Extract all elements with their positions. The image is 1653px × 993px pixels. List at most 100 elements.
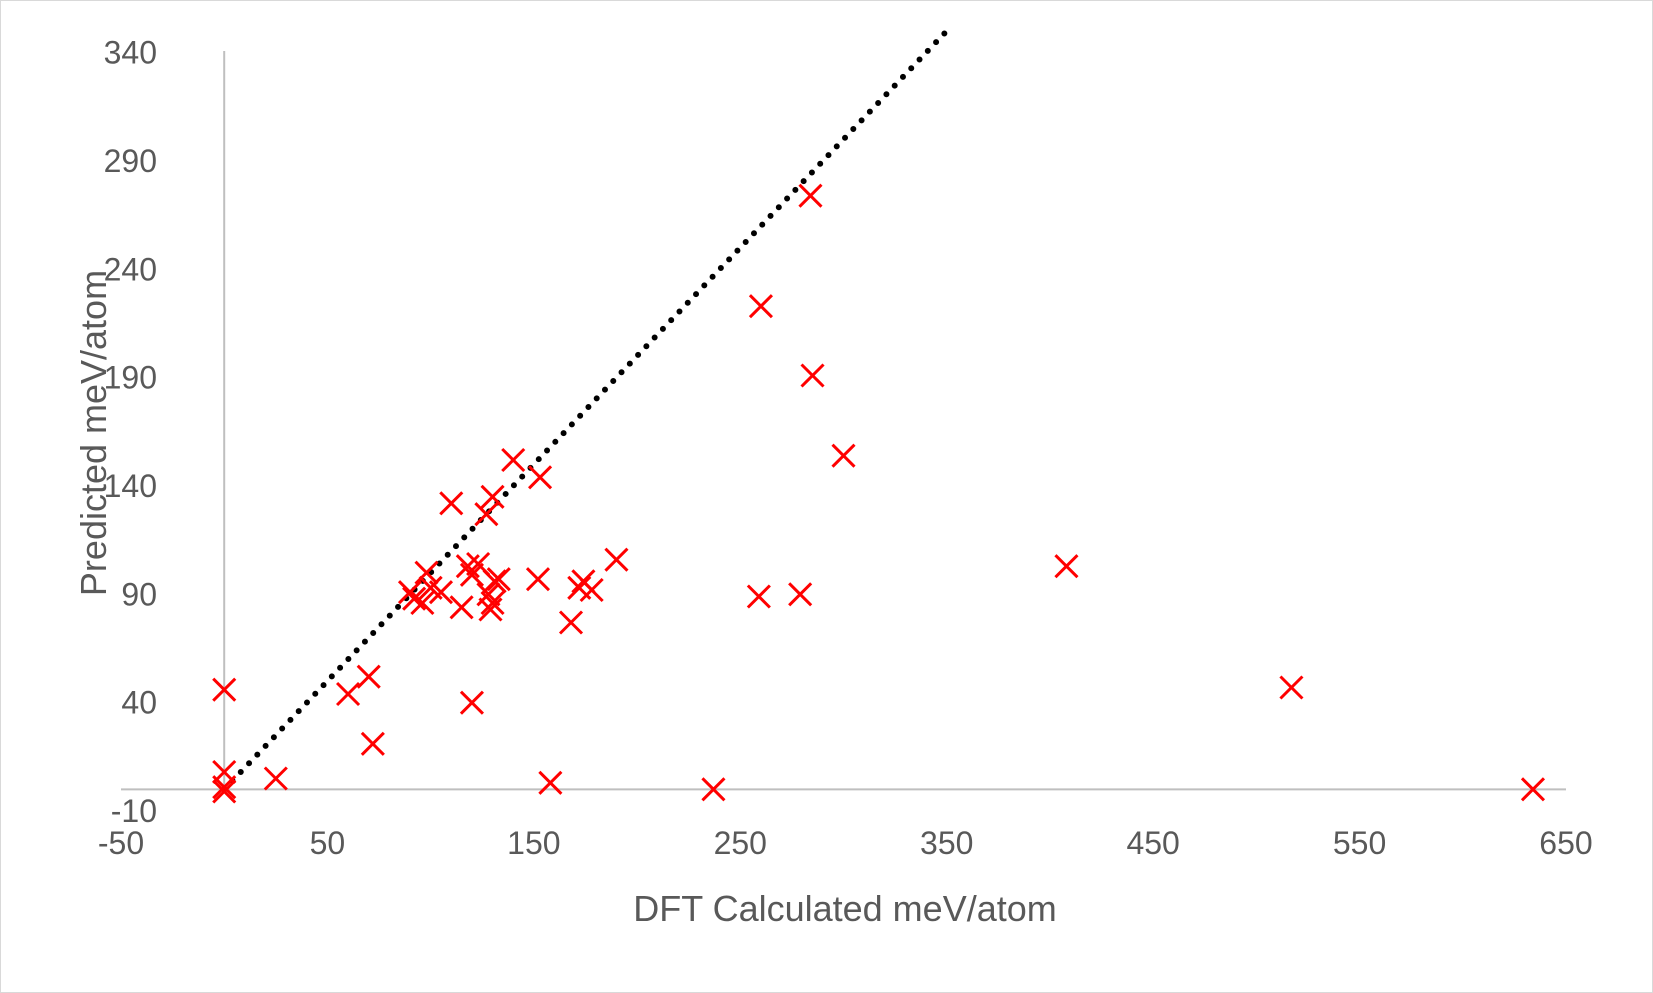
- axes: [121, 51, 1566, 791]
- data-point-stroke: [525, 567, 551, 592]
- x-tick-label: 150: [507, 825, 560, 861]
- data-point-stroke: [428, 580, 454, 605]
- data-point-stroke: [798, 183, 823, 208]
- data-point-stroke: [800, 363, 825, 388]
- data-point: [439, 491, 464, 516]
- data-point-stroke: [701, 777, 726, 802]
- data-point: [1520, 777, 1546, 802]
- data-point: [449, 595, 474, 620]
- x-tick-label: 250: [714, 825, 767, 861]
- data-point-stroke: [459, 562, 484, 587]
- data-point-stroke: [538, 770, 563, 795]
- data-point: [1279, 675, 1304, 700]
- x-tick-label: 650: [1539, 825, 1592, 861]
- y-tick-label: 240: [104, 251, 157, 287]
- data-point: [459, 562, 484, 587]
- data-point: [538, 770, 563, 795]
- data-point-stroke: [212, 779, 237, 804]
- reference-line: [221, 28, 950, 793]
- data-point: [212, 779, 237, 804]
- y-tick-label: 190: [104, 360, 157, 396]
- data-point-stroke: [336, 681, 361, 707]
- y-tick-label: -10: [111, 793, 157, 829]
- data-point: [212, 677, 237, 702]
- data-point: [604, 547, 629, 572]
- data-point-stroke: [449, 595, 474, 620]
- data-point-stroke: [212, 775, 237, 800]
- data-point: [1054, 554, 1079, 579]
- data-point: [480, 590, 505, 616]
- data-point-stroke: [501, 447, 526, 473]
- data-point-stroke: [604, 547, 629, 572]
- data-point-stroke: [360, 731, 385, 756]
- data-point-stroke: [356, 664, 381, 689]
- data-point-stroke: [1279, 675, 1304, 700]
- data-points: [212, 183, 1546, 804]
- data-point-stroke: [480, 590, 505, 616]
- y-axis-title: Predicted meV/atom: [73, 270, 114, 596]
- data-point: [428, 580, 454, 605]
- data-point: [748, 294, 773, 319]
- data-point: [486, 567, 511, 592]
- data-point-stroke: [263, 766, 288, 791]
- data-point: [788, 582, 813, 607]
- y-tick-label: 140: [104, 468, 157, 504]
- y-tick-label: 290: [104, 143, 157, 179]
- data-point: [410, 590, 435, 616]
- data-point: [579, 577, 604, 603]
- data-point-stroke: [455, 554, 480, 579]
- data-point-stroke: [1054, 554, 1079, 579]
- data-point-stroke: [567, 575, 592, 600]
- data-point: [360, 731, 385, 756]
- data-point: [527, 465, 553, 490]
- data-point-stroke: [478, 597, 503, 622]
- x-tick-label: 350: [920, 825, 973, 861]
- data-point-stroke: [466, 551, 491, 577]
- data-point-stroke: [459, 690, 484, 715]
- data-point: [525, 567, 551, 592]
- data-point-stroke: [748, 294, 773, 319]
- y-tick-label: 340: [104, 35, 157, 71]
- x-axis-title: DFT Calculated meV/atom: [633, 888, 1057, 929]
- data-point: [336, 681, 361, 707]
- data-point: [474, 502, 499, 527]
- x-tick-label: 450: [1126, 825, 1179, 861]
- data-point: [414, 560, 439, 585]
- data-point-stroke: [1520, 777, 1546, 802]
- data-point-stroke: [746, 584, 771, 609]
- y-tick-label: 90: [121, 576, 157, 612]
- y-tick-label: 40: [121, 685, 157, 721]
- data-point: [212, 775, 237, 800]
- data-point: [558, 610, 584, 635]
- data-point-stroke: [418, 575, 443, 600]
- data-point: [356, 664, 381, 689]
- data-point-stroke: [212, 677, 237, 702]
- data-point-stroke: [558, 610, 584, 635]
- data-point: [831, 443, 856, 468]
- data-point-stroke: [439, 491, 464, 516]
- data-point: [263, 766, 288, 791]
- data-point-stroke: [474, 502, 499, 527]
- x-tick-label: -50: [98, 825, 144, 861]
- data-point: [501, 447, 526, 473]
- reference-line-path: [221, 28, 950, 793]
- data-point-stroke: [486, 567, 511, 592]
- data-point: [478, 597, 503, 622]
- x-tick-label: 50: [310, 825, 346, 861]
- data-point-stroke: [410, 590, 435, 616]
- data-point-stroke: [831, 443, 856, 468]
- data-point: [800, 363, 825, 388]
- data-point-stroke: [788, 582, 813, 607]
- tick-labels: -50 50 150 250 350 450 550 650 -10 40 90 140 190 240 2…: [98, 35, 1593, 861]
- data-point-stroke: [527, 465, 553, 490]
- data-point: [701, 777, 726, 802]
- data-point-stroke: [402, 586, 427, 611]
- data-point: [746, 584, 771, 609]
- data-point: [798, 183, 823, 208]
- data-point-stroke: [480, 484, 505, 509]
- x-tick-label: 550: [1333, 825, 1386, 861]
- data-point-stroke: [579, 577, 604, 603]
- data-point-stroke: [414, 560, 439, 585]
